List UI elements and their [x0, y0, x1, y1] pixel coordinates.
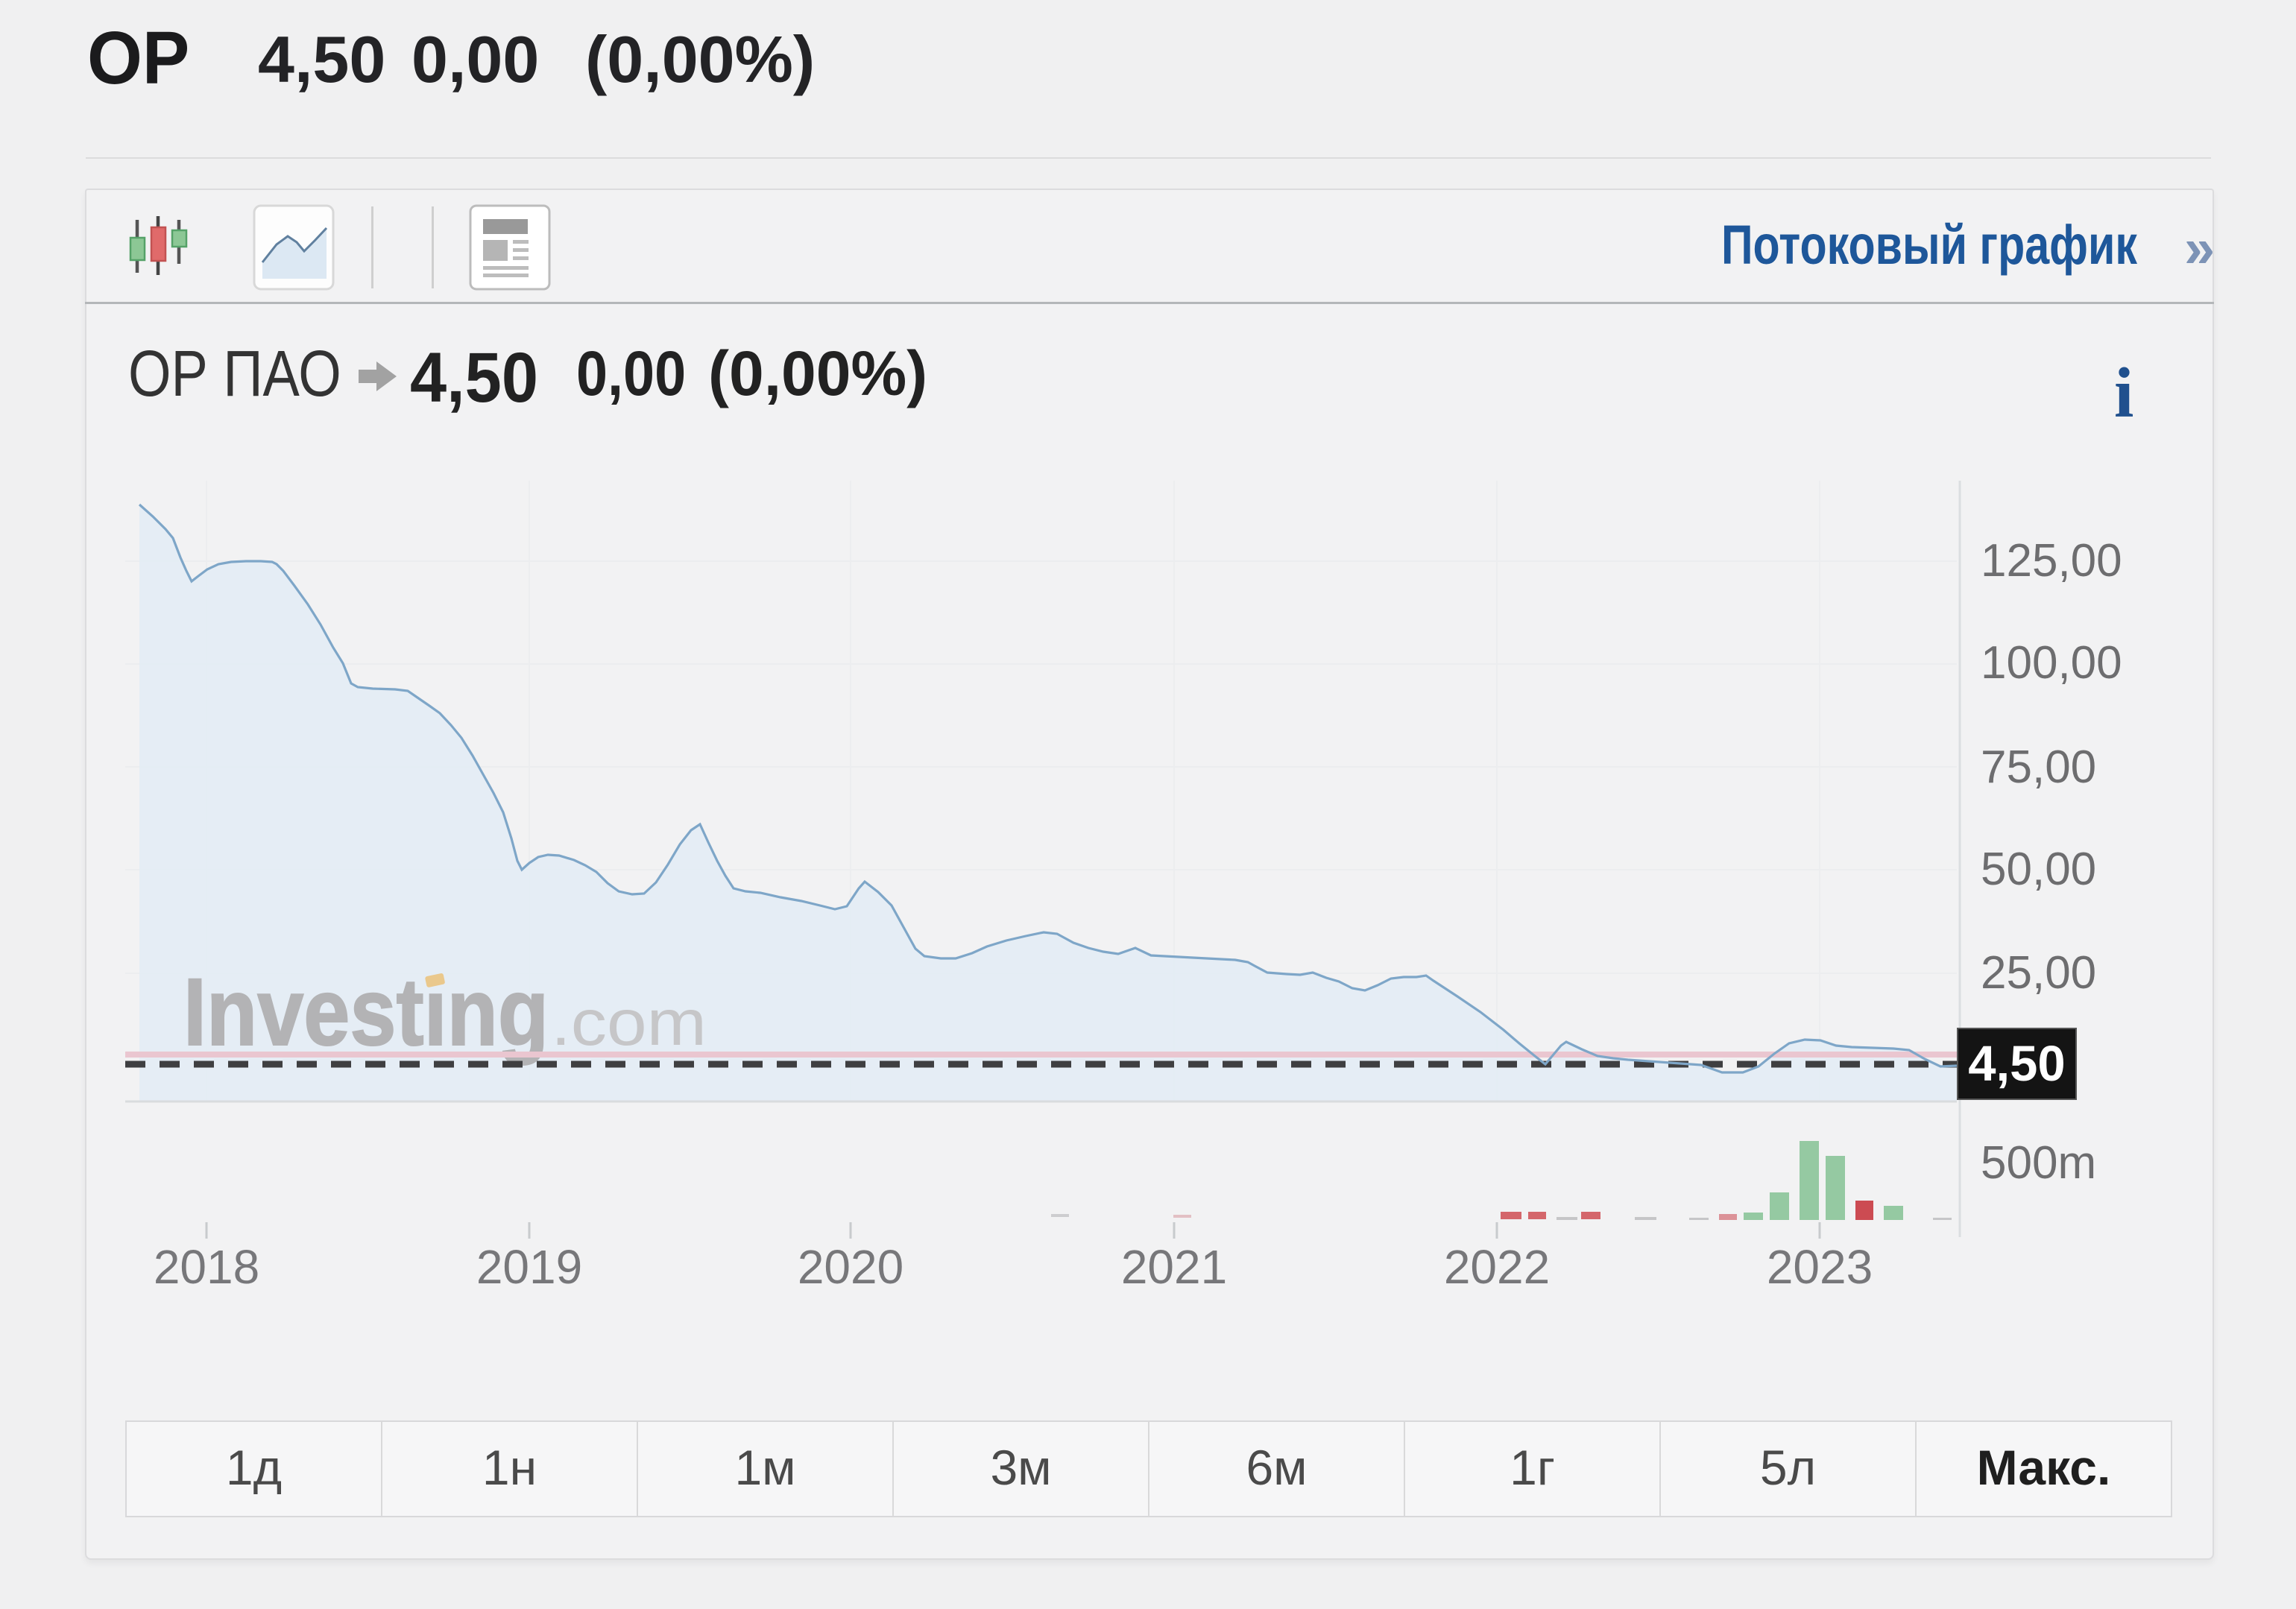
svg-text:Investıng: Investıng	[183, 959, 549, 1066]
svg-text:.com: .com	[551, 987, 707, 1059]
